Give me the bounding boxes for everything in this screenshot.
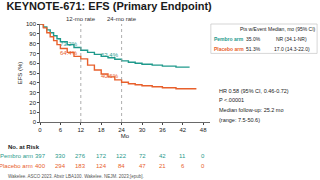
svg-text:64.4%: 64.4% [60, 50, 78, 56]
svg-text:24: 24 [118, 127, 125, 133]
svg-text:Wakelee. ASCO 2023. Abstr LBA1: Wakelee. ASCO 2023. Abstr LBA100. Wakele… [8, 174, 144, 179]
svg-text:40: 40 [29, 80, 36, 86]
svg-text:42: 42 [159, 153, 166, 159]
svg-text:NR (34.1-NR): NR (34.1-NR) [276, 36, 307, 42]
svg-text:30: 30 [29, 90, 36, 96]
svg-text:397: 397 [35, 153, 46, 159]
svg-text:35.0%: 35.0% [246, 36, 261, 42]
svg-text:73.2%: 73.2% [60, 41, 78, 47]
svg-text:70: 70 [29, 51, 36, 57]
svg-text:Mo: Mo [121, 133, 130, 139]
svg-text:42: 42 [179, 127, 186, 133]
svg-text:6: 6 [181, 163, 185, 169]
svg-text:Placebo arm: Placebo arm [0, 163, 33, 169]
svg-text:124: 124 [96, 163, 107, 169]
svg-text:294: 294 [55, 163, 66, 169]
svg-text:10: 10 [29, 109, 36, 115]
svg-text:48: 48 [200, 127, 207, 133]
svg-text:12: 12 [77, 127, 84, 133]
svg-text:20: 20 [29, 100, 36, 106]
svg-text:122: 122 [116, 153, 127, 159]
svg-text:330: 330 [55, 153, 66, 159]
svg-text:11: 11 [179, 153, 186, 159]
svg-text:100: 100 [26, 21, 37, 27]
svg-text:62.4%: 62.4% [101, 52, 119, 58]
svg-text:Pembro arm: Pembro arm [0, 153, 33, 159]
svg-text:0: 0 [33, 119, 37, 125]
svg-text:0: 0 [201, 153, 205, 159]
svg-text:21: 21 [159, 163, 166, 169]
svg-text:12-mo rate: 12-mo rate [66, 16, 96, 22]
svg-text:90: 90 [29, 31, 36, 37]
svg-text:72: 72 [139, 153, 146, 159]
svg-text:18: 18 [98, 127, 105, 133]
svg-text:51.3%: 51.3% [246, 46, 261, 52]
svg-text:Median, mo (95% CI): Median, mo (95% CI) [268, 26, 316, 32]
svg-text:40.6%: 40.6% [101, 73, 119, 79]
svg-text:84: 84 [118, 163, 125, 169]
svg-text:0: 0 [38, 127, 42, 133]
svg-text:183: 183 [75, 163, 86, 169]
svg-text:Pembro arm: Pembro arm [214, 36, 244, 42]
svg-text:(range: 7.5-50.6): (range: 7.5-50.6) [219, 117, 260, 123]
svg-text:80: 80 [29, 41, 36, 47]
svg-text:Placebo arm: Placebo arm [214, 46, 244, 52]
svg-text:0: 0 [201, 163, 205, 169]
svg-text:36: 36 [159, 127, 166, 133]
svg-text:HR 0.58 (95% CI, 0.46-0.72): HR 0.58 (95% CI, 0.46-0.72) [219, 88, 289, 94]
svg-text:30: 30 [139, 127, 146, 133]
svg-text:P <.00001: P <.00001 [219, 97, 244, 103]
svg-text:6: 6 [59, 127, 63, 133]
svg-text:172: 172 [96, 153, 107, 159]
svg-text:KEYNOTE-671: EFS (Primary Endp: KEYNOTE-671: EFS (Primary Endpoint) [6, 0, 212, 12]
svg-text:Median follow-up: 25.2 mo: Median follow-up: 25.2 mo [219, 107, 284, 113]
svg-text:Pts w/Event: Pts w/Event [240, 26, 267, 32]
svg-text:EFS (%): EFS (%) [17, 62, 23, 85]
svg-text:60: 60 [29, 60, 36, 66]
svg-text:No. at Risk: No. at Risk [8, 144, 40, 150]
svg-text:47: 47 [139, 163, 146, 169]
svg-text:400: 400 [35, 163, 46, 169]
svg-text:24-mo rate: 24-mo rate [107, 16, 137, 22]
svg-text:17.0 (14.3-22.0): 17.0 (14.3-22.0) [274, 46, 310, 52]
svg-text:50: 50 [29, 70, 36, 76]
svg-text:276: 276 [75, 153, 86, 159]
